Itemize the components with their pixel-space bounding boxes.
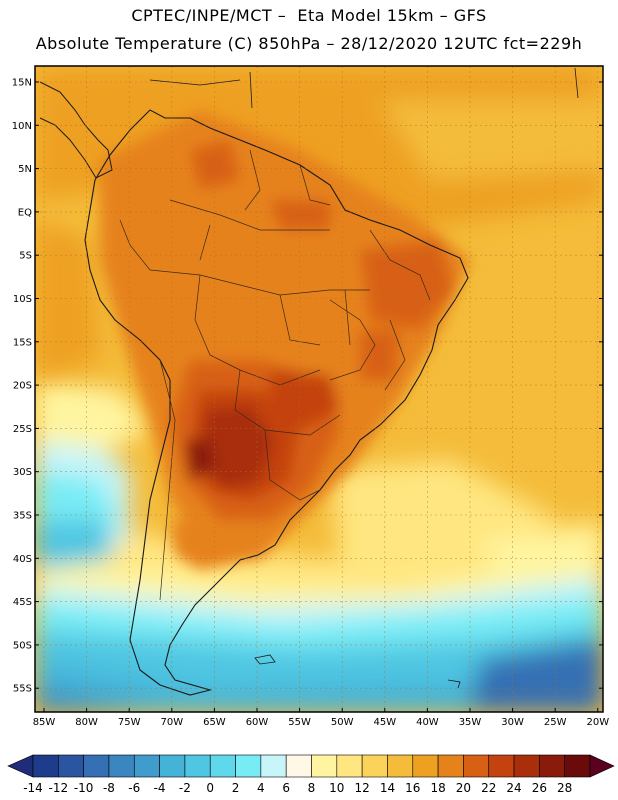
colorbar-swatch xyxy=(488,754,515,778)
colorbar-label: -14 xyxy=(23,781,43,795)
lon-tick-label: 85W xyxy=(33,717,56,728)
colorbar-label: 22 xyxy=(481,781,496,795)
lat-tick-label: EQ xyxy=(18,207,32,218)
lat-tick-label: 35S xyxy=(13,511,32,522)
lat-tick-label: 10N xyxy=(12,121,32,132)
temperature-field xyxy=(35,66,603,712)
colorbar-swatch xyxy=(513,754,540,778)
colorbar-label: -10 xyxy=(74,781,94,795)
colorbar-label: 28 xyxy=(557,781,572,795)
colorbar-swatch xyxy=(133,754,160,778)
colorbar-label: 6 xyxy=(282,781,290,795)
colorbar-swatch xyxy=(260,754,287,778)
colorbar-under-arrow xyxy=(7,754,34,778)
colorbar-swatch xyxy=(285,754,312,778)
lat-tick-label: 30S xyxy=(13,467,32,478)
lon-tick-label: 50W xyxy=(331,717,354,728)
lon-tick-label: 20W xyxy=(586,717,609,728)
map-frame xyxy=(34,65,604,713)
lon-tick-label: 40W xyxy=(416,717,439,728)
colorbar-swatch xyxy=(32,754,59,778)
colorbar-label: 20 xyxy=(456,781,471,795)
lat-tick-label: 5S xyxy=(19,251,32,262)
colorbar-swatch xyxy=(361,754,388,778)
colorbar-label: 16 xyxy=(405,781,420,795)
colorbar-swatch xyxy=(564,754,591,778)
colorbar-label: 2 xyxy=(232,781,240,795)
colorbar-swatch xyxy=(108,754,135,778)
lat-tick-label: 45S xyxy=(13,597,32,608)
colorbar-swatch xyxy=(83,754,110,778)
colorbar-over-arrow xyxy=(589,754,615,778)
colorbar-swatch xyxy=(311,754,338,778)
colorbar-swatch xyxy=(235,754,262,778)
colorbar-label: 14 xyxy=(380,781,395,795)
lat-tick-label: 20S xyxy=(13,381,32,392)
colorbar-swatch xyxy=(412,754,439,778)
lon-tick-label: 80W xyxy=(75,717,98,728)
colorbar-label: 10 xyxy=(329,781,344,795)
lon-tick-label: 75W xyxy=(118,717,141,728)
colorbar-label: 24 xyxy=(506,781,521,795)
lat-tick-label: 5N xyxy=(18,164,32,175)
lon-tick-label: 45W xyxy=(373,717,396,728)
colorbar-label: -4 xyxy=(154,781,166,795)
colorbar-label: -8 xyxy=(103,781,115,795)
lat-tick-label: 50S xyxy=(13,640,32,651)
lat-tick-label: 25S xyxy=(13,424,32,435)
colorbar-swatch xyxy=(209,754,236,778)
colorbar-label: 18 xyxy=(430,781,445,795)
lon-tick-label: 70W xyxy=(160,717,183,728)
colorbar-swatch xyxy=(463,754,490,778)
colorbar-label: 4 xyxy=(257,781,265,795)
longitude-axis: 85W 80W 75W 70W 65W 60W 55W 50W 45W 40W 35W 30W 25W 2… xyxy=(33,708,609,728)
lat-tick-label: 10S xyxy=(13,294,32,305)
ocean-warm xyxy=(35,66,603,380)
lat-tick-label: 15S xyxy=(13,337,32,348)
lon-tick-label: 60W xyxy=(246,717,269,728)
central-america xyxy=(39,81,113,179)
cold-bands xyxy=(35,380,603,712)
chart-title-line2: Absolute Temperature (C) 850hPa – 28/12/… xyxy=(35,34,583,53)
lon-tick-label: 25W xyxy=(544,717,567,728)
colorbar-swatch xyxy=(184,754,211,778)
lon-tick-label: 30W xyxy=(501,717,524,728)
colorbar-label: 0 xyxy=(206,781,214,795)
colorbar-swatch xyxy=(58,754,84,778)
colorbar-label: 8 xyxy=(308,781,316,795)
colorbar-swatch xyxy=(539,754,565,778)
colorbar-swatch xyxy=(387,754,414,778)
chart-title-line1: CPTEC/INPE/MCT – Eta Model 15km – GFS xyxy=(131,6,487,25)
lon-tick-label: 65W xyxy=(203,717,226,728)
colorbar-swatch xyxy=(336,754,363,778)
colorbar: -14 -12 -10 -8 -6 -4 -2 0 2 4 6 8 10 12 14 16 18 20 22 24 26… xyxy=(7,754,615,795)
lat-tick-label: 40S xyxy=(13,554,32,565)
latitude-axis: 15N 10N 5N EQ 5S 10S 15S 20S 25S 30S 35S 40S 45S 50S 5… xyxy=(12,78,603,695)
coastline xyxy=(84,109,469,696)
lat-tick-label: 15N xyxy=(12,78,32,89)
colorbar-swatch xyxy=(437,754,464,778)
lon-tick-label: 55W xyxy=(288,717,311,728)
lat-tick-label: 55S xyxy=(13,684,32,695)
colorbar-label: 26 xyxy=(532,781,547,795)
colorbar-label: -6 xyxy=(128,781,140,795)
colorbar-label: 12 xyxy=(354,781,369,795)
colorbar-swatch xyxy=(159,754,186,778)
colorbar-label: -2 xyxy=(179,781,191,795)
colorbar-label: -12 xyxy=(49,781,69,795)
lon-tick-label: 35W xyxy=(459,717,482,728)
